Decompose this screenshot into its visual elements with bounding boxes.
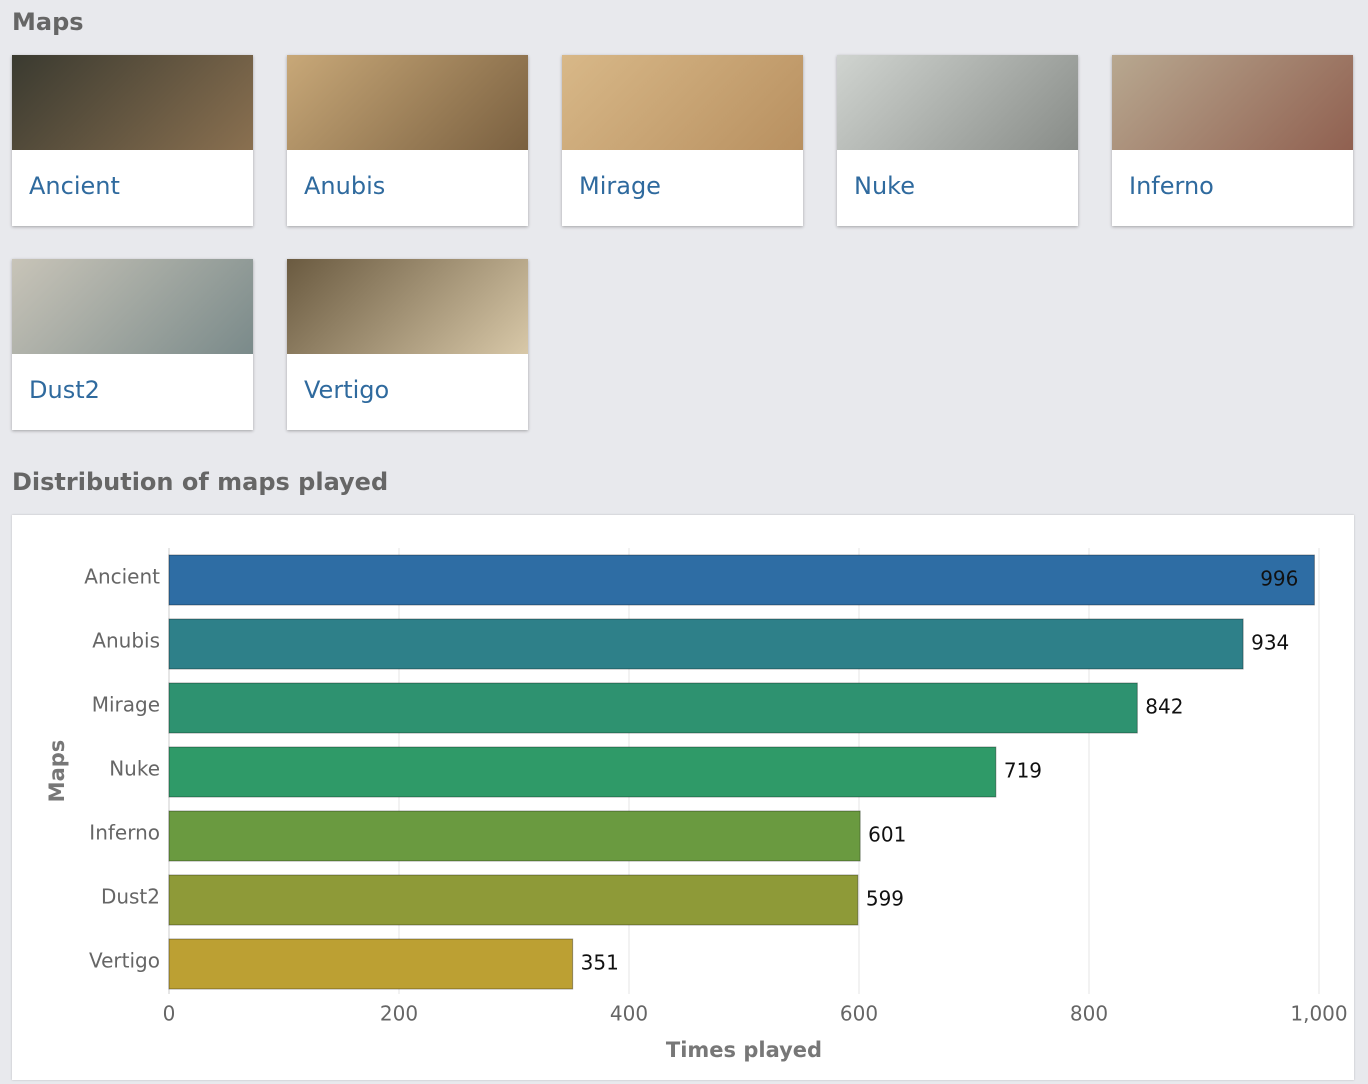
y-axis-title: Maps (45, 740, 69, 803)
x-tick-label: 1,000 (1290, 1002, 1347, 1026)
map-image (287, 259, 528, 354)
section-title: Maps (12, 8, 84, 36)
data-label: 601 (868, 823, 906, 847)
y-tick-label: Nuke (109, 757, 160, 781)
map-name: Anubis (304, 172, 386, 200)
map-card[interactable]: Inferno (1112, 55, 1353, 226)
data-label: 934 (1251, 631, 1289, 655)
map-image (12, 55, 253, 150)
x-tick-label: 400 (610, 1002, 648, 1026)
map-card[interactable]: Vertigo (287, 259, 528, 430)
y-tick-label: Inferno (89, 821, 160, 845)
chart: 0 200 400 600 800 1,000 Times played Maps Ancien… (45, 548, 1348, 1062)
data-label: 599 (866, 887, 904, 911)
data-label: 996 (1260, 567, 1298, 591)
map-image (287, 55, 528, 150)
map-card[interactable]: Ancient (12, 55, 253, 226)
map-name: Nuke (854, 172, 915, 200)
map-card[interactable]: Mirage (562, 55, 803, 226)
map-name: Dust2 (29, 376, 100, 404)
x-axis-title: Times played (666, 1038, 822, 1062)
x-tick-label: 600 (840, 1002, 878, 1026)
x-tick-label: 800 (1070, 1002, 1108, 1026)
y-tick-label: Anubis (92, 629, 160, 653)
map-name: Ancient (29, 172, 120, 200)
map-name: Vertigo (304, 376, 390, 404)
bar (168, 554, 1315, 606)
y-tick-label: Mirage (92, 693, 160, 717)
section-title: Distribution of maps played (12, 468, 389, 496)
bar (168, 682, 1138, 734)
map-name: Mirage (579, 172, 661, 200)
data-label: 351 (581, 951, 619, 975)
map-card[interactable]: Nuke (837, 55, 1078, 226)
data-label: 842 (1145, 695, 1183, 719)
map-card[interactable]: Dust2 (12, 259, 253, 430)
map-image (562, 55, 803, 150)
map-image (837, 55, 1078, 150)
y-tick-label: Vertigo (89, 949, 160, 973)
data-label: 719 (1004, 759, 1042, 783)
map-image (12, 259, 253, 354)
chart-panel: 0 200 400 600 800 1,000 Times played Maps Ancien… (12, 515, 1354, 1080)
x-tick-label: 0 (163, 1002, 176, 1026)
bar (168, 810, 861, 862)
bar (168, 618, 1244, 670)
bar (168, 874, 859, 926)
bar (168, 746, 997, 798)
y-tick-label: Dust2 (101, 885, 160, 909)
map-image (1112, 55, 1353, 150)
map-name: Inferno (1129, 172, 1214, 200)
y-tick-label: Ancient (84, 565, 160, 589)
map-card[interactable]: Anubis (287, 55, 528, 226)
bar (168, 938, 574, 990)
x-tick-label: 200 (380, 1002, 418, 1026)
